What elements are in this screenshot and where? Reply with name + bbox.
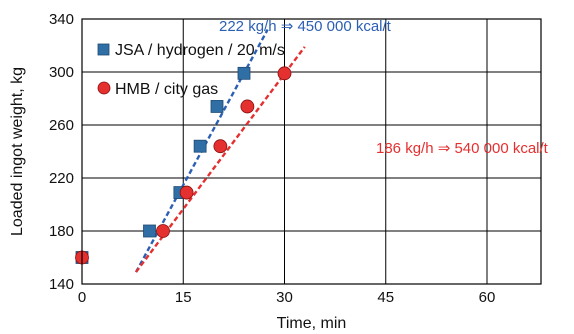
y-tick-label: 340 [49,11,74,28]
data-point-hmb [156,224,170,238]
data-point-jsa [210,100,224,113]
data-point-jsa [193,139,207,153]
trendline-hmb [135,46,306,273]
legend: JSA / hydrogen / 20 m/s HMB / city gas [97,42,285,98]
x-tick-label: 30 [276,289,293,306]
data-point-jsa [143,224,156,238]
y-tick-label: 180 [49,223,74,240]
trendline-label-hmb: 186 kg/h ⇒ 540 000 kcal/t [376,140,549,157]
y-tick-label: 300 [49,64,74,81]
x-tick-label: 0 [78,289,86,306]
legend-marker-jsa [97,43,110,56]
data-point-hmb [179,185,194,200]
y-tick-label: 220 [49,170,74,187]
x-tick-label: 45 [377,289,394,306]
x-tick-label: 60 [479,289,496,306]
y-tick-label: 140 [49,276,74,293]
data-point-hmb [213,139,228,154]
data-point-hmb [240,99,255,114]
axes: 0 15 30 45 60 140 180 220 260 300 340 [49,11,495,306]
plot-area-frame [81,18,542,285]
y-tick-label: 260 [49,117,74,134]
legend-label-jsa: JSA / hydrogen / 20 m/s [115,42,285,59]
x-tick-label: 15 [175,289,192,306]
x-axis-title: Time, min [277,315,347,332]
data-point-jsa [237,66,251,80]
y-axis-title: Loaded ingot weight, kg [9,67,26,236]
data-point-hmb [277,66,292,81]
legend-marker-hmb [97,81,111,95]
legend-label-hmb: HMB / city gas [115,81,218,98]
trendline-label-jsa: 222 kg/h ⇒ 450 000 kcal/t [219,18,392,35]
